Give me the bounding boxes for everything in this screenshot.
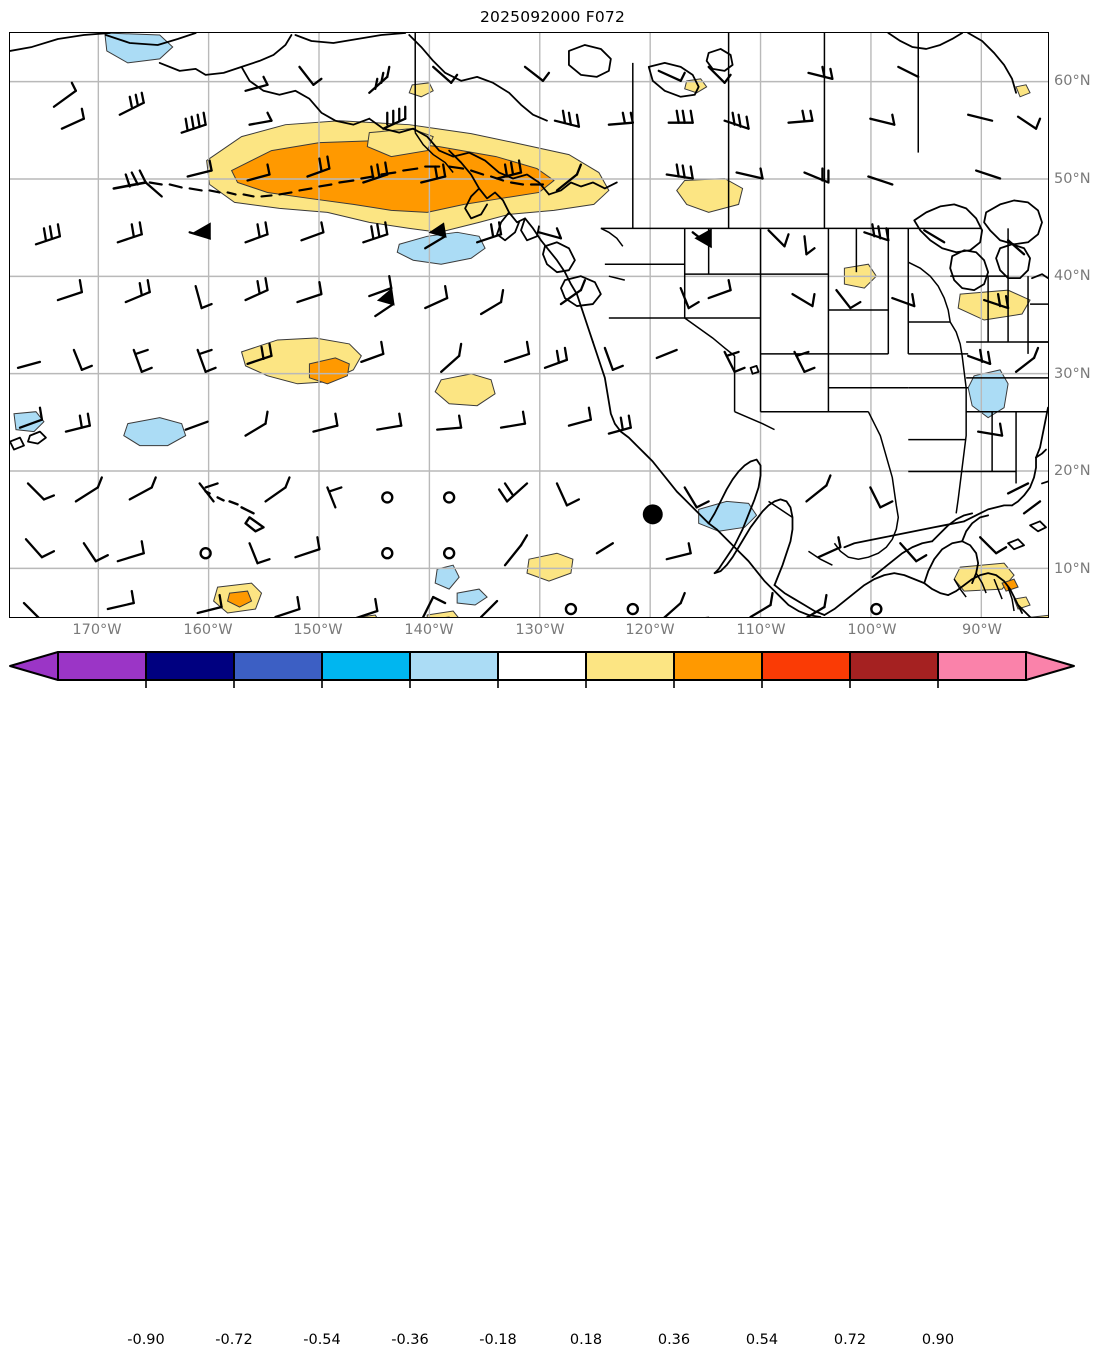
wind-barb-layer <box>16 65 1042 617</box>
colorbar-tick--0.54: -0.54 <box>303 1332 341 1348</box>
lon-tick-110w: 110°W <box>736 622 786 638</box>
lat-tick-20n: 20°N <box>1054 463 1091 479</box>
map-panel[interactable] <box>9 32 1049 618</box>
colorbar-tick-0.36: 0.36 <box>657 1332 691 1348</box>
lon-tick-150w: 150°W <box>293 622 343 638</box>
lon-tick-90w: 90°W <box>961 622 1003 638</box>
lon-tick-160w: 160°W <box>183 622 233 638</box>
lon-tick-170w: 170°W <box>72 622 122 638</box>
lon-tick-140w: 140°W <box>404 622 454 638</box>
colorbar[interactable]: -0.90 -0.72 -0.54 -0.36 -0.18 0.18 0.36 … <box>0 650 1105 1348</box>
lon-tick-130w: 130°W <box>515 622 565 638</box>
lat-tick-50n: 50°N <box>1054 171 1091 187</box>
lon-tick-100w: 100°W <box>847 622 897 638</box>
colorbar-swatches[interactable] <box>0 650 1105 688</box>
lon-tick-120w: 120°W <box>625 622 675 638</box>
colorbar-tick-0.90: 0.90 <box>921 1332 955 1348</box>
colorbar-tick--0.90: -0.90 <box>127 1332 165 1348</box>
forecast-map-figure: 2025092000 F072 <box>0 8 1105 1348</box>
map-canvas[interactable] <box>10 33 1048 617</box>
tropical-cyclone-center-marker <box>642 504 663 525</box>
colorbar-tick--0.72: -0.72 <box>215 1332 253 1348</box>
coastline-layer <box>10 33 1048 617</box>
colorbar-under-arrow <box>9 651 59 681</box>
admin-border-layer <box>414 33 1048 612</box>
colorbar-tick-0.72: 0.72 <box>833 1332 867 1348</box>
lat-tick-60n: 60°N <box>1054 73 1091 89</box>
colorbar-over-arrow <box>1025 651 1075 681</box>
colorbar-tick--0.36: -0.36 <box>391 1332 429 1348</box>
lat-tick-40n: 40°N <box>1054 268 1091 284</box>
colorbar-tick-0.18: 0.18 <box>569 1332 603 1348</box>
graticule-layer <box>10 33 1048 617</box>
lat-tick-30n: 30°N <box>1054 366 1091 382</box>
page-title: 2025092000 F072 <box>479 8 626 26</box>
colorbar-tick-0.54: 0.54 <box>745 1332 779 1348</box>
lat-tick-10n: 10°N <box>1054 561 1091 577</box>
colorbar-tick--0.18: -0.18 <box>479 1332 517 1348</box>
